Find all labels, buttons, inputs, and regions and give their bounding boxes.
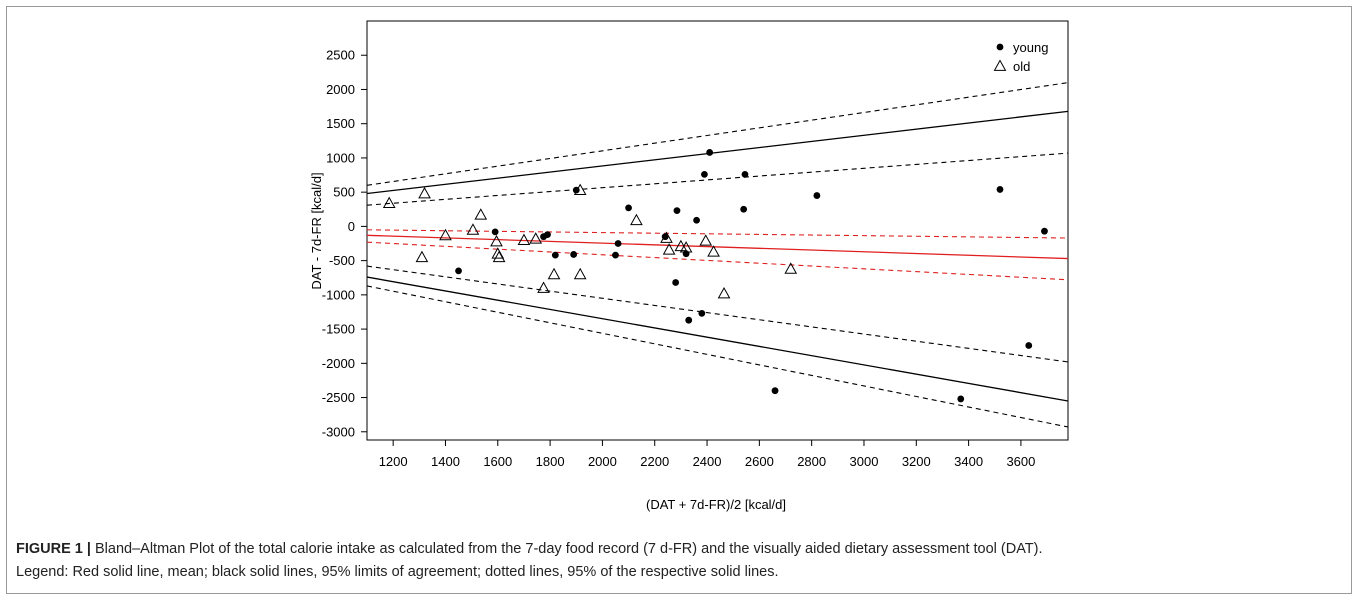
x-tick-label: 3400 — [954, 454, 983, 469]
y-tick-label: -1000 — [322, 287, 355, 302]
caption-legend-text: Legend: Red solid line, mean; black soli… — [16, 564, 779, 580]
x-tick-label: 2600 — [745, 454, 774, 469]
old-point — [490, 234, 503, 247]
old-point — [660, 231, 673, 243]
x-tick-label: 1200 — [379, 454, 408, 469]
legend-label-old: old — [1013, 59, 1030, 74]
reference-line-3 — [367, 110, 1068, 195]
figure-caption: FIGURE 1 | Bland–Altman Plot of the tota… — [16, 538, 1336, 584]
old-point — [418, 186, 431, 199]
old-point — [679, 241, 693, 253]
y-axis-label: DAT - 7d-FR [kcal/d] — [309, 172, 324, 289]
x-tick-label: 1400 — [431, 454, 460, 469]
reference-line-2 — [367, 241, 1068, 281]
young-point — [1025, 342, 1033, 349]
old-point — [547, 267, 561, 280]
young-point — [612, 251, 619, 259]
legend-marker-old — [993, 59, 1007, 71]
old-point — [415, 250, 429, 263]
legend-label-young: young — [1013, 40, 1048, 55]
y-tick-label: 1500 — [326, 116, 355, 131]
y-tick-label: 500 — [333, 185, 355, 200]
young-point — [570, 251, 578, 258]
old-point — [474, 208, 488, 220]
young-point — [673, 207, 681, 215]
x-axis-label: (DAT + 7d-FR)/2 [kcal/d] — [646, 497, 786, 512]
old-point — [439, 228, 452, 241]
y-tick-label: -1500 — [322, 322, 355, 337]
plot-area-frame — [366, 20, 1069, 441]
y-tick-label: -500 — [329, 253, 355, 268]
caption-text: Bland–Altman Plot of the total calorie i… — [90, 541, 1043, 557]
young-point — [491, 228, 499, 236]
old-point — [529, 232, 543, 244]
x-tick-label: 3000 — [850, 454, 879, 469]
young-point — [693, 216, 700, 224]
y-tick-label: -3000 — [322, 424, 355, 439]
x-tick-label: 2400 — [693, 454, 722, 469]
reference-line-6 — [367, 276, 1068, 402]
old-point — [517, 233, 531, 245]
x-tick-label: 2000 — [588, 454, 617, 469]
reference-line-4 — [367, 82, 1068, 186]
y-tick-label: 2000 — [326, 82, 355, 97]
x-tick-label: 2800 — [797, 454, 826, 469]
x-axis: 1200 1400 1600 1800 2000 2200 2400 2600 2800 3000… — [379, 440, 1035, 469]
x-tick-label: 1600 — [483, 454, 512, 469]
old-point — [491, 247, 505, 259]
reference-line-0 — [367, 234, 1068, 260]
old-point — [537, 281, 550, 293]
young-point — [672, 279, 680, 286]
young-point — [682, 250, 690, 258]
reference-line-5 — [367, 152, 1068, 206]
figure-frame — [6, 6, 1352, 594]
young-point — [701, 170, 708, 178]
young-point — [740, 205, 748, 213]
old-point — [573, 267, 587, 280]
old-point — [717, 286, 731, 299]
reference-line-7 — [367, 265, 1068, 363]
young-point — [957, 395, 965, 403]
y-tick-label: 1000 — [326, 150, 355, 165]
young-point — [614, 240, 622, 247]
young-point — [625, 204, 632, 212]
young-point — [551, 251, 559, 259]
old-point — [382, 196, 396, 209]
y-tick-label: 0 — [348, 219, 355, 234]
x-tick-label: 3600 — [1006, 454, 1035, 469]
old-point — [784, 262, 798, 274]
old-point — [573, 183, 587, 196]
x-tick-label: 2200 — [640, 454, 669, 469]
young-point — [813, 192, 821, 199]
x-tick-label: 1800 — [536, 454, 565, 469]
old-point — [707, 245, 720, 257]
old-point — [492, 250, 506, 263]
old-point — [662, 243, 676, 255]
young-point — [741, 170, 749, 178]
legend: young old — [993, 40, 1048, 74]
young-point — [698, 309, 706, 317]
bland-altman-plot: -3000 -2500 -2000 -1500 -1000 -500 0 500 1000 150… — [309, 20, 1069, 512]
young-point — [685, 316, 693, 324]
young-point — [544, 231, 551, 239]
old-point — [630, 213, 643, 226]
young-point — [996, 186, 1004, 193]
young-point — [1041, 227, 1048, 235]
old-point — [699, 234, 713, 246]
reference-line-8 — [367, 285, 1068, 428]
young-point — [455, 267, 462, 275]
y-axis: -3000 -2500 -2000 -1500 -1000 -500 0 500 1000 150… — [322, 48, 367, 439]
y-tick-label: 2500 — [326, 48, 355, 63]
young-point — [771, 387, 779, 395]
y-tick-label: -2000 — [322, 356, 355, 371]
data-points — [382, 149, 1048, 403]
y-tick-label: -2500 — [322, 390, 355, 405]
reference-lines — [367, 82, 1068, 428]
legend-marker-young — [996, 43, 1004, 51]
young-point — [706, 149, 714, 156]
x-tick-label: 3200 — [902, 454, 931, 469]
old-point — [466, 223, 480, 235]
figure-label: FIGURE 1 | — [16, 541, 91, 557]
